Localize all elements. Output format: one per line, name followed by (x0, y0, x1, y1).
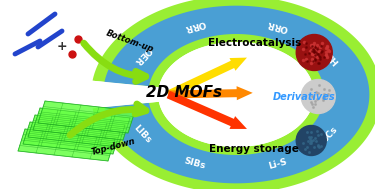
Circle shape (301, 80, 335, 114)
Text: SIBs: SIBs (183, 156, 207, 171)
Text: Bottom-up: Bottom-up (105, 28, 155, 54)
Polygon shape (18, 129, 115, 161)
Polygon shape (158, 42, 314, 147)
FancyArrow shape (166, 58, 247, 98)
Polygon shape (23, 122, 120, 154)
Text: Li-S: Li-S (267, 157, 288, 171)
Polygon shape (104, 6, 369, 183)
Text: ORR: ORR (266, 18, 289, 33)
Text: HER: HER (320, 44, 340, 66)
Circle shape (296, 35, 332, 70)
Text: Energy storage: Energy storage (209, 145, 299, 154)
Text: OER: OER (132, 44, 153, 66)
Polygon shape (38, 101, 135, 133)
Text: LIBs: LIBs (132, 123, 153, 145)
FancyArrow shape (168, 86, 253, 100)
Text: Electrocatalysis: Electrocatalysis (208, 37, 301, 47)
Polygon shape (93, 0, 375, 189)
Text: Derivatives: Derivatives (273, 91, 336, 101)
Text: Top-down: Top-down (90, 137, 136, 157)
Circle shape (296, 125, 326, 156)
FancyArrow shape (166, 91, 247, 129)
Text: 2D MOFs: 2D MOFs (146, 85, 222, 100)
Polygon shape (89, 81, 161, 108)
Text: SCs: SCs (321, 124, 340, 144)
Polygon shape (28, 115, 125, 147)
Text: +: + (57, 40, 68, 53)
Text: ORR: ORR (183, 18, 206, 33)
Polygon shape (33, 108, 130, 140)
